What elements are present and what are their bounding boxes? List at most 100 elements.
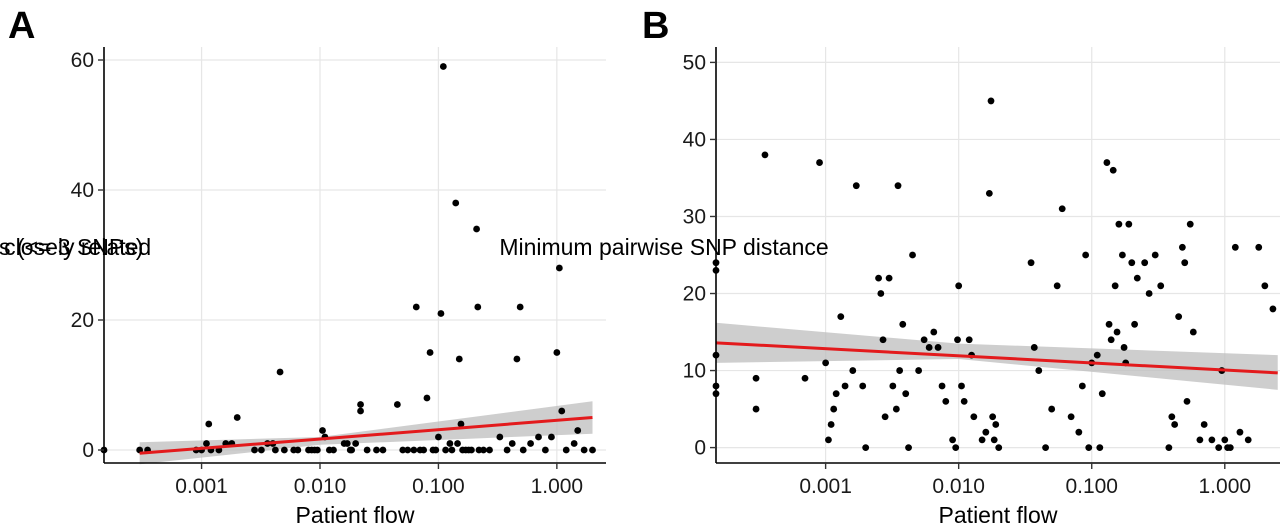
- data-point: [404, 446, 412, 454]
- data-point: [1078, 382, 1086, 390]
- data-point: [1244, 436, 1252, 444]
- data-point: [280, 446, 288, 454]
- data-point: [1231, 243, 1239, 251]
- data-point: [879, 336, 887, 344]
- data-point: [1145, 290, 1153, 297]
- data-point: [1186, 220, 1194, 228]
- data-point: [1118, 251, 1126, 259]
- confidence-band: [139, 401, 593, 465]
- data-point: [271, 446, 279, 454]
- data-point: [257, 446, 265, 454]
- data-point: [1157, 282, 1165, 290]
- panel-b-x-axis-title: Patient flow: [939, 502, 1058, 528]
- data-point: [1236, 428, 1244, 436]
- data-point: [1120, 344, 1128, 351]
- panel-b-points: [712, 97, 1277, 451]
- data-point: [330, 446, 337, 454]
- data-point: [352, 440, 360, 447]
- data-point: [1269, 305, 1277, 313]
- data-point: [942, 397, 950, 405]
- data-point: [1215, 444, 1223, 451]
- data-point: [1053, 282, 1061, 290]
- panel-b-fit-line: [715, 341, 1278, 375]
- data-point: [930, 328, 938, 336]
- data-point: [954, 336, 961, 344]
- data-point: [513, 355, 521, 363]
- data-point: [985, 189, 993, 197]
- data-point: [987, 97, 995, 105]
- data-point: [1027, 259, 1035, 267]
- data-point: [442, 446, 450, 454]
- panel-b-ci-band: [716, 322, 1278, 390]
- data-point: [1226, 444, 1234, 451]
- x-tick-label: 0.010: [932, 475, 985, 498]
- data-point: [920, 336, 928, 344]
- data-point: [1178, 243, 1186, 251]
- y-tick-label: 40: [71, 179, 94, 202]
- panel-b-y-axis-title-line-1: Minimum pairwise SNP distance: [499, 234, 828, 260]
- data-point: [348, 446, 356, 454]
- data-point: [816, 159, 823, 166]
- data-point: [752, 374, 760, 382]
- data-point: [1208, 436, 1216, 444]
- data-point: [822, 359, 830, 367]
- data-point: [958, 382, 965, 390]
- data-point: [1128, 259, 1136, 267]
- data-point: [399, 446, 407, 454]
- data-point: [859, 382, 867, 390]
- data-point: [446, 440, 454, 447]
- data-point: [909, 251, 916, 259]
- data-point: [474, 303, 482, 311]
- data-point: [899, 320, 907, 328]
- data-point: [1109, 166, 1117, 174]
- y-tick-label: 20: [683, 283, 706, 306]
- data-point: [1125, 220, 1133, 228]
- data-point: [508, 440, 516, 447]
- y-tick-label: 0: [694, 437, 706, 460]
- data-point: [313, 446, 321, 454]
- data-point: [1183, 397, 1191, 405]
- data-point: [589, 446, 596, 454]
- data-point: [423, 394, 431, 402]
- data-point: [889, 382, 897, 390]
- data-point: [480, 446, 487, 454]
- data-point: [978, 436, 986, 444]
- data-point: [535, 433, 542, 441]
- data-point: [875, 274, 882, 282]
- data-point: [233, 414, 241, 421]
- data-point: [995, 444, 1003, 451]
- data-point: [420, 446, 428, 454]
- data-point: [503, 446, 511, 454]
- data-point: [1255, 243, 1263, 251]
- data-point: [363, 446, 371, 454]
- x-tick-label: 0.010: [294, 475, 347, 498]
- panel-a-fit-line: [139, 416, 593, 455]
- x-tick-label: 0.001: [799, 475, 852, 498]
- data-point: [1181, 259, 1189, 267]
- panel-a-x-ticks: 0.001 0.010 0.100 1.000: [175, 463, 583, 498]
- data-point: [496, 433, 504, 441]
- data-point: [862, 444, 870, 451]
- data-point: [203, 440, 210, 447]
- data-point: [1133, 274, 1141, 282]
- data-point: [519, 446, 527, 454]
- data-point: [432, 446, 440, 454]
- data-point: [992, 421, 1000, 428]
- data-point: [541, 446, 549, 454]
- data-point: [1105, 320, 1113, 328]
- data-point: [902, 390, 910, 398]
- data-point: [801, 374, 809, 382]
- panel-a: A 0 20 40 60 0.001 0.010 0.100 1.000 Patient f…: [0, 5, 606, 528]
- data-point: [1085, 444, 1093, 451]
- data-point: [752, 405, 760, 413]
- data-point: [486, 446, 493, 454]
- data-point: [357, 401, 364, 408]
- data-point: [952, 444, 960, 451]
- data-point: [982, 428, 990, 436]
- data-point: [1165, 444, 1173, 451]
- data-point: [934, 344, 942, 351]
- data-point: [830, 405, 838, 413]
- data-point: [251, 446, 258, 454]
- data-point: [1131, 320, 1139, 328]
